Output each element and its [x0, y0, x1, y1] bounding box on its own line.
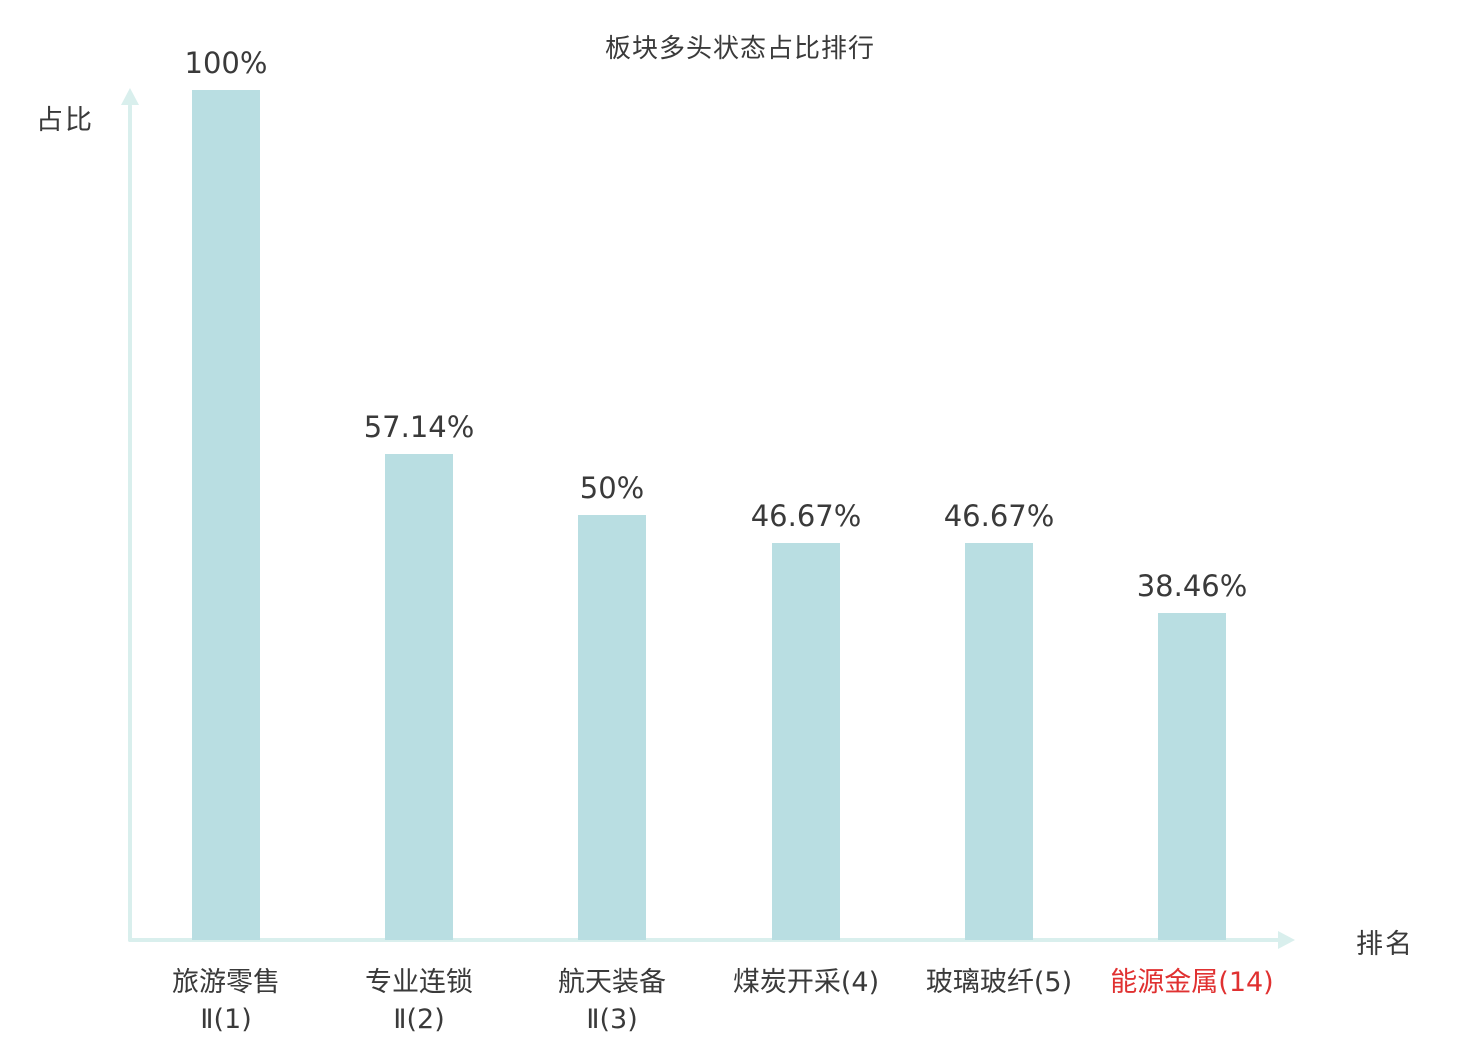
bar [1158, 613, 1226, 940]
bar-category-label-line: 能源金属(14) [1110, 967, 1274, 998]
bar-value-label: 100% [184, 46, 268, 80]
bar-value-label: 57.14% [363, 410, 475, 445]
bar-category-label-line: 煤炭开采(4) [732, 967, 880, 998]
bar-value-label: 46.67% [750, 499, 862, 534]
bar-category-label-line: Ⅱ(1) [200, 1004, 252, 1035]
bar-category-label-line: 旅游零售 [172, 967, 280, 998]
bar-category-label-line: 航天装备 [558, 967, 666, 998]
x-axis-line [128, 938, 1280, 942]
bar-category-label: 玻璃玻纤(5) [884, 964, 1114, 1001]
bar [772, 543, 840, 940]
bar [965, 543, 1033, 940]
bar-category-label-line: Ⅱ(2) [393, 1004, 445, 1035]
y-axis-arrow-icon [121, 88, 139, 105]
bar [192, 90, 260, 940]
bar-category-label: 旅游零售 Ⅱ(1) [111, 964, 341, 1038]
bar-category-label-line: 玻璃玻纤(5) [925, 967, 1073, 998]
x-axis-label: 排名 [1356, 929, 1414, 960]
bar-category-label-line: Ⅱ(3) [586, 1004, 638, 1035]
bar [385, 454, 453, 940]
bar-category-label: 能源金属(14) [1077, 964, 1307, 1001]
x-axis-arrow-icon [1278, 931, 1295, 949]
y-axis-line [128, 104, 132, 942]
bar [578, 515, 646, 940]
bar-value-label: 38.46% [1136, 569, 1248, 604]
bar-category-label: 航天装备 Ⅱ(3) [497, 964, 727, 1038]
bar-category-label-line: 专业连锁 [365, 967, 473, 998]
chart-title: 板块多头状态占比排行 [604, 34, 875, 64]
bar-value-label: 50% [579, 471, 645, 505]
bar-value-label: 46.67% [943, 499, 1055, 534]
bar-category-label: 煤炭开采(4) [691, 964, 921, 1001]
y-axis-label: 占比 [36, 105, 94, 136]
bar-category-label: 专业连锁 Ⅱ(2) [304, 964, 534, 1038]
